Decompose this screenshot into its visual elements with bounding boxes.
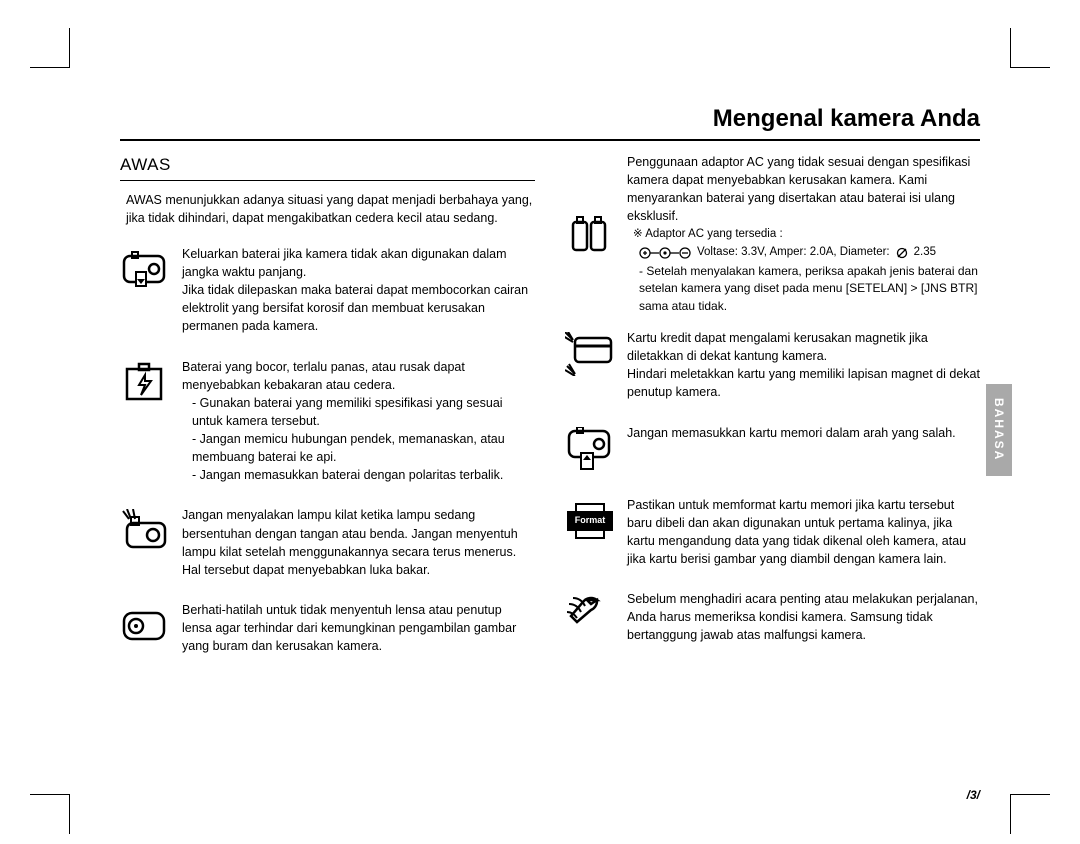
item-note: - Setelah menyalakan kamera, periksa apa… (627, 263, 980, 315)
crop-mark-tl (30, 28, 70, 68)
battery-pair-icon (565, 209, 615, 259)
caution-item: Jangan memasukkan kartu memori dalam ara… (565, 424, 980, 474)
diameter-value: 2.35 (914, 244, 936, 261)
item-text: Jangan menyalakan lampu kilat ketika lam… (182, 506, 535, 579)
credit-card-icon (565, 329, 615, 379)
item-text: Sebelum menghadiri acara penting atau me… (627, 590, 980, 644)
camera-battery-out-icon (120, 245, 170, 295)
camera-card-in-icon (565, 424, 615, 474)
maintenance-icon (565, 590, 615, 640)
damaged-battery-icon (120, 358, 170, 408)
item-text: Jangan memasukkan kartu memori dalam ara… (627, 424, 980, 442)
adapter-label: ※ Adaptor AC yang tersedia : (627, 226, 980, 243)
flash-icon (120, 506, 170, 556)
item-main: Penggunaan adaptor AC yang tidak sesuai … (627, 153, 980, 226)
polarity-icon (639, 247, 691, 259)
item-text: Baterai yang bocor, terlalu panas, atau … (182, 358, 535, 485)
format-label: Format (567, 511, 613, 531)
item-bullet: - Jangan memasukkan baterai dengan polar… (182, 466, 535, 484)
right-column: Penggunaan adaptor AC yang tidak sesuai … (565, 153, 980, 677)
caution-item: Penggunaan adaptor AC yang tidak sesuai … (565, 153, 980, 315)
crop-mark-tr (1010, 28, 1050, 68)
page-content: Mengenal kamera Anda AWAS AWAS menunjukk… (120, 105, 980, 677)
item-text: Kartu kredit dapat mengalami kerusakan m… (627, 329, 980, 402)
item-bullet: - Jangan memicu hubungan pendek, memanas… (182, 430, 535, 466)
caution-item: Format Pastikan untuk memformat kartu me… (565, 496, 980, 569)
left-column: AWAS AWAS menunjukkan adanya situasi yan… (120, 153, 535, 677)
spec-text: Voltase: 3.3V, Amper: 2.0A, Diameter: (697, 244, 890, 261)
caution-item: Baterai yang bocor, terlalu panas, atau … (120, 358, 535, 485)
format-icon: Format (565, 496, 615, 546)
diameter-icon (896, 247, 908, 259)
language-tab-label: BAHASA (992, 398, 1006, 461)
item-bullet: - Gunakan baterai yang memiliki spesifik… (182, 394, 535, 430)
item-text: Pastikan untuk memformat kartu memori ji… (627, 496, 980, 569)
page-title: Mengenal kamera Anda (120, 105, 980, 141)
page-number: /3/ (967, 788, 980, 802)
lens-icon (120, 601, 170, 651)
item-main: Baterai yang bocor, terlalu panas, atau … (182, 358, 535, 394)
caution-item: Jangan menyalakan lampu kilat ketika lam… (120, 506, 535, 579)
crop-mark-bl (30, 794, 70, 834)
item-text: Berhati-hatilah untuk tidak menyentuh le… (182, 601, 535, 655)
section-title: AWAS (120, 153, 535, 181)
columns: AWAS AWAS menunjukkan adanya situasi yan… (120, 153, 980, 677)
item-text: Keluarkan baterai jika kamera tidak akan… (182, 245, 535, 336)
caution-item: Kartu kredit dapat mengalami kerusakan m… (565, 329, 980, 402)
language-tab: BAHASA (986, 384, 1012, 476)
caution-item: Sebelum menghadiri acara penting atau me… (565, 590, 980, 644)
adapter-spec: Voltase: 3.3V, Amper: 2.0A, Diameter: 2.… (627, 244, 980, 261)
caution-item: Keluarkan baterai jika kamera tidak akan… (120, 245, 535, 336)
item-text: Penggunaan adaptor AC yang tidak sesuai … (627, 153, 980, 315)
intro-text: AWAS menunjukkan adanya situasi yang dap… (120, 191, 535, 227)
crop-mark-br (1010, 794, 1050, 834)
caution-item: Berhati-hatilah untuk tidak menyentuh le… (120, 601, 535, 655)
